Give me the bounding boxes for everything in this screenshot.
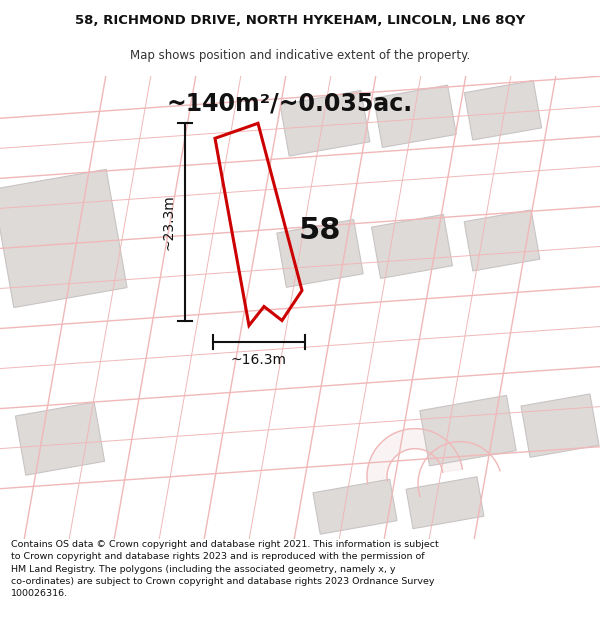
Text: Contains OS data © Crown copyright and database right 2021. This information is : Contains OS data © Crown copyright and d… — [11, 540, 439, 598]
Bar — [277, 219, 363, 288]
Bar — [406, 477, 484, 529]
Text: ~16.3m: ~16.3m — [231, 352, 287, 366]
Bar — [280, 91, 370, 156]
Text: 58, RICHMOND DRIVE, NORTH HYKEHAM, LINCOLN, LN6 8QY: 58, RICHMOND DRIVE, NORTH HYKEHAM, LINCO… — [75, 14, 525, 27]
Bar — [374, 85, 456, 148]
Text: ~23.3m: ~23.3m — [161, 194, 175, 250]
Polygon shape — [367, 429, 463, 484]
Text: 58: 58 — [299, 216, 341, 245]
Bar — [464, 81, 542, 140]
Text: Map shows position and indicative extent of the property.: Map shows position and indicative extent… — [130, 49, 470, 62]
Bar — [371, 214, 452, 278]
Bar — [0, 169, 127, 308]
Bar — [313, 479, 397, 534]
Text: ~140m²/~0.035ac.: ~140m²/~0.035ac. — [167, 91, 413, 115]
Bar — [16, 402, 104, 475]
Bar — [420, 396, 516, 466]
Bar — [464, 210, 540, 271]
Bar — [521, 394, 599, 458]
